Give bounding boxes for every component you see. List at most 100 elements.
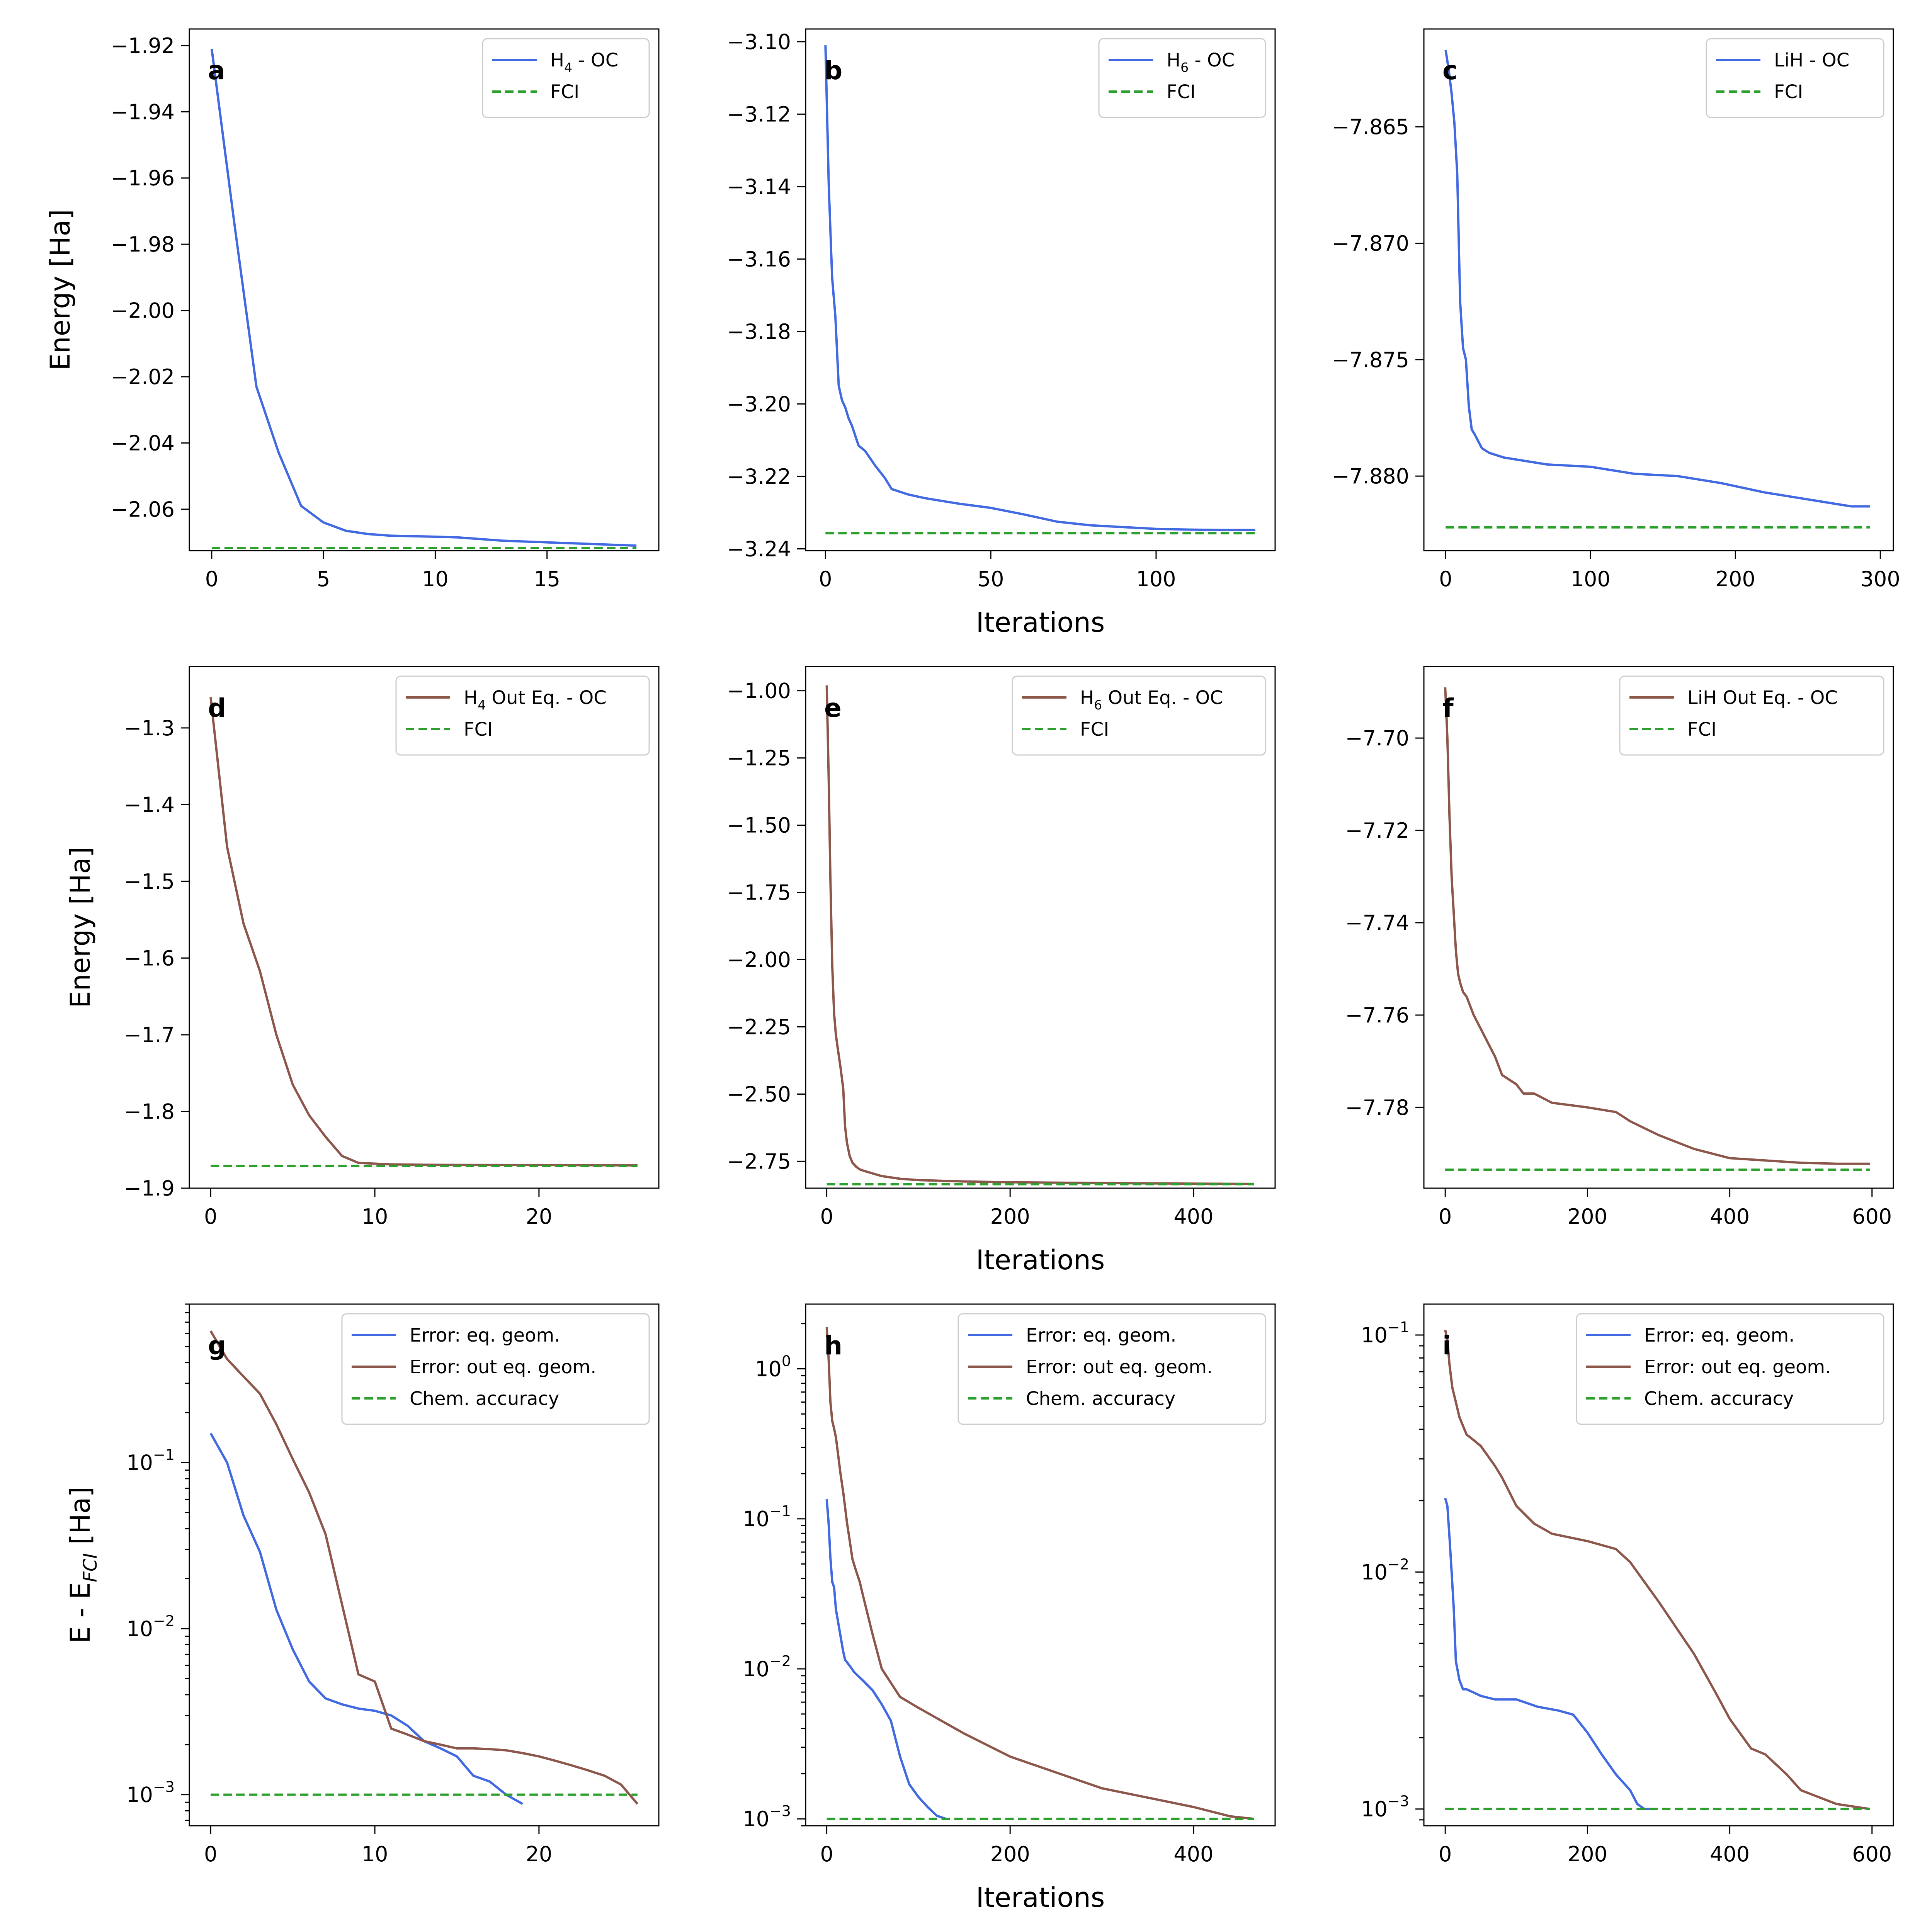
panel-letter: a xyxy=(208,56,225,85)
series-line-2 xyxy=(209,1330,639,1805)
legend-label: LiH - OC xyxy=(1774,49,1849,71)
y-tick-label: −3.22 xyxy=(727,464,791,489)
x-tick-label: 200 xyxy=(1568,1204,1607,1229)
legend-box xyxy=(1706,38,1884,118)
legend-box xyxy=(957,1313,1266,1425)
legend-label: Chem. accuracy xyxy=(1644,1388,1794,1410)
legend-label: FCI xyxy=(1167,81,1196,103)
series-line-1 xyxy=(209,1432,523,1805)
legend: LiH Out Eq. - OC FCI xyxy=(1619,675,1884,756)
x-tick-label: 0 xyxy=(1439,1204,1452,1229)
legend: H6 - OC FCI xyxy=(1098,38,1266,118)
legend-box xyxy=(1576,1313,1884,1425)
series-line-1 xyxy=(1444,687,1870,1165)
y-tick-label: −7.70 xyxy=(1345,726,1409,750)
legend: H4 Out Eq. - OC FCI xyxy=(395,675,650,756)
x-tick-label: 200 xyxy=(1716,567,1755,591)
y-tick-label: −2.00 xyxy=(111,299,175,323)
y-tick-label: −1.98 xyxy=(111,232,175,257)
panel-a: −1.92 −1.94 −1.96 −1.98 −2.00 −2.02 −2.04 −2.06… xyxy=(111,28,660,591)
x-tick-label: 50 xyxy=(978,567,1004,591)
x-tick-label: 400 xyxy=(1710,1842,1750,1866)
legend: Error: eq. geom. Error: out eq. geom. Chem… xyxy=(341,1313,650,1425)
x-tick-label: 10 xyxy=(362,1842,388,1866)
y-tick-label: −3.18 xyxy=(727,320,791,344)
y-axis-label-row-2: Energy [Ha] xyxy=(65,847,96,1008)
series-line-1 xyxy=(1444,49,1870,508)
legend-label: FCI xyxy=(550,81,579,103)
legend-box xyxy=(395,675,650,756)
y-tick-label: −1.96 xyxy=(111,166,175,190)
y-tick-label: −7.880 xyxy=(1332,464,1409,488)
panel-letter: h xyxy=(824,1331,842,1361)
axes-frame xyxy=(1423,666,1894,1189)
y-tick-label: 10−3 xyxy=(743,1803,791,1831)
y-tick-label: 10−1 xyxy=(743,1503,791,1531)
x-tick-label: 0 xyxy=(820,1204,833,1229)
y-tick-label: −3.10 xyxy=(727,30,791,54)
legend: Error: eq. geom. Error: out eq. geom. Chem… xyxy=(957,1313,1266,1425)
panel-c: −7.865 −7.870 −7.875 −7.880 0 100 200 300 c LiH -… xyxy=(1332,28,1900,591)
y-tick-label: 10−1 xyxy=(1361,1319,1409,1347)
x-tick-label: 0 xyxy=(1439,567,1452,591)
x-tick-label: 600 xyxy=(1852,1842,1892,1866)
series-group xyxy=(824,45,1255,534)
x-tick-label: 0 xyxy=(204,1204,217,1229)
legend-label: Error: eq. geom. xyxy=(1026,1325,1176,1346)
panel-e: −1.00 −1.25 −1.50 −1.75 −2.00 −2.25 −2.50 −2.75… xyxy=(727,666,1276,1276)
series-line-2 xyxy=(825,1327,1254,1820)
series-line-1 xyxy=(825,1499,947,1820)
panel-letter: e xyxy=(824,693,842,723)
row-labels-layer: Energy [Ha] Energy [Ha] E - EFCI [Ha] xyxy=(44,209,101,1643)
x-axis-label: Iterations xyxy=(976,1244,1105,1276)
series-line-1 xyxy=(1444,1498,1654,1810)
y-tick-label: −1.5 xyxy=(124,869,175,894)
panel-d: −1.3 −1.4 −1.5 −1.6 −1.7 −1.8 −1.9 0 10 20 d H4 Out… xyxy=(124,666,660,1229)
legend-label: H4 Out Eq. - OC xyxy=(464,687,607,713)
y-tick-label: −1.25 xyxy=(727,746,791,770)
x-tick-label: 200 xyxy=(990,1842,1030,1866)
legend-label: H6 Out Eq. - OC xyxy=(1080,687,1223,713)
y-tick-label: −3.14 xyxy=(727,175,791,199)
legend-label: FCI xyxy=(1080,719,1109,740)
series-line-1 xyxy=(209,697,638,1167)
panel-letter: c xyxy=(1442,56,1458,85)
legend-label: FCI xyxy=(464,719,493,740)
legend-label: LiH Out Eq. - OC xyxy=(1687,687,1838,709)
x-tick-label: 0 xyxy=(820,1842,833,1866)
panel-letter: d xyxy=(208,693,226,723)
series-group xyxy=(1444,687,1870,1171)
x-tick-label: 20 xyxy=(526,1204,553,1229)
x-tick-label: 400 xyxy=(1173,1842,1213,1866)
series-group xyxy=(1444,1330,1870,1810)
axes-frame xyxy=(805,1303,1276,1827)
panel-b: −3.10 −3.12 −3.14 −3.16 −3.18 −3.20 −3.22 −3.24… xyxy=(727,28,1276,638)
x-axis-label: Iterations xyxy=(976,1882,1105,1913)
legend-label: H6 - OC xyxy=(1167,49,1235,75)
y-tick-label: −1.8 xyxy=(124,1099,175,1124)
y-tick-label: −1.75 xyxy=(727,881,791,905)
legend-label: Chem. accuracy xyxy=(410,1388,559,1410)
y-tick-label: 10−3 xyxy=(1361,1793,1409,1821)
x-tick-label: 20 xyxy=(526,1842,553,1866)
y-tick-label: −1.92 xyxy=(111,34,175,58)
y-tick-label: −1.00 xyxy=(727,679,791,703)
legend-label: Error: out eq. geom. xyxy=(1644,1356,1831,1378)
y-tick-label: 10−2 xyxy=(126,1612,175,1641)
axes-frame xyxy=(189,1303,660,1827)
y-tick-label: −2.00 xyxy=(727,948,791,972)
y-tick-label: −2.04 xyxy=(111,431,175,455)
y-tick-label: −7.870 xyxy=(1332,231,1409,255)
panel-f: −7.70 −7.72 −7.74 −7.76 −7.78 0 200 400 600 f LiH … xyxy=(1345,666,1894,1229)
x-tick-label: 0 xyxy=(204,1842,217,1866)
y-tick-label: −7.875 xyxy=(1332,348,1409,372)
series-line-1 xyxy=(824,45,1255,531)
legend-box xyxy=(1619,675,1884,756)
y-tick-label: −1.94 xyxy=(111,100,175,124)
y-tick-label: −2.50 xyxy=(727,1082,791,1106)
panel-letter: f xyxy=(1442,693,1454,723)
y-tick-label: −3.20 xyxy=(727,392,791,416)
x-axis-label: Iterations xyxy=(976,607,1105,638)
